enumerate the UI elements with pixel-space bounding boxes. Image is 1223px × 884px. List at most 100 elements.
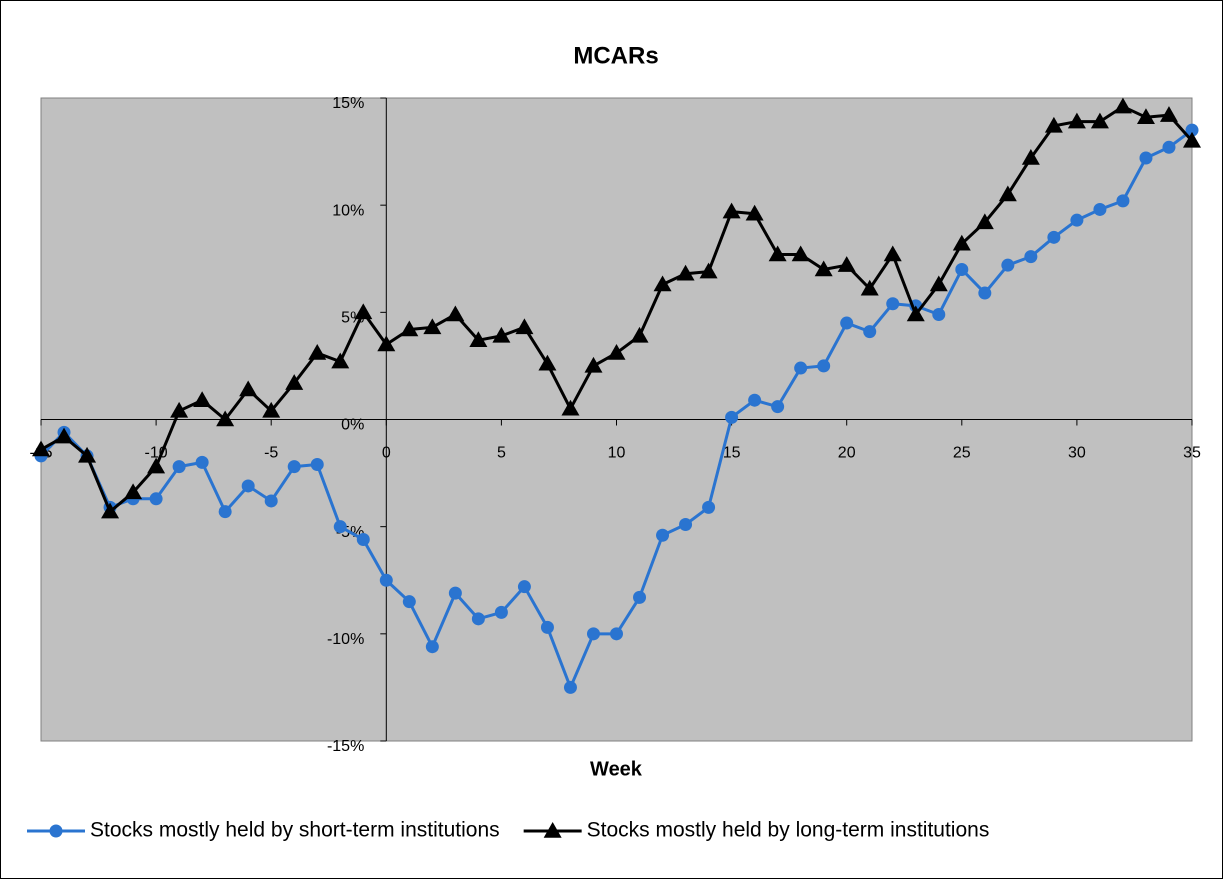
legend-item: Stocks mostly held by short-term institu… — [27, 819, 500, 842]
circle-marker — [817, 359, 831, 373]
triangle-marker — [1183, 131, 1201, 148]
circle-marker — [586, 627, 600, 641]
triangle-marker — [170, 401, 189, 418]
triangle-marker — [1159, 106, 1178, 122]
circle-marker — [955, 262, 969, 276]
circle-marker — [425, 640, 439, 654]
triangle-marker — [423, 318, 442, 335]
circle-marker — [517, 580, 531, 594]
triangle-marker — [101, 502, 120, 519]
triangle-marker — [147, 457, 166, 474]
circle-marker — [333, 520, 347, 534]
triangle-marker — [722, 202, 741, 219]
triangle-marker — [1090, 112, 1109, 129]
circle-marker — [725, 410, 739, 424]
y-tick-label: -10% — [327, 631, 364, 648]
triangle-marker — [607, 344, 626, 360]
x-tick-label: 25 — [953, 445, 971, 462]
triangle-marker — [354, 303, 373, 320]
triangle-marker — [837, 256, 856, 272]
triangle-marker — [975, 213, 994, 230]
triangle-marker — [814, 260, 833, 277]
triangle-marker — [883, 245, 902, 262]
y-tick-label: 10% — [332, 202, 364, 219]
triangle-marker — [377, 335, 396, 352]
triangle-marker — [998, 185, 1017, 202]
triangle-marker — [952, 234, 971, 251]
circle-marker — [1139, 151, 1153, 165]
triangle-marker — [262, 401, 281, 418]
circle-marker — [356, 533, 370, 547]
triangle-marker — [331, 352, 350, 369]
circle-marker — [49, 824, 63, 838]
triangle-marker — [1044, 116, 1063, 133]
circle-marker — [241, 479, 255, 493]
triangle-marker — [768, 245, 787, 262]
legend-label: Stocks mostly held by long-term institut… — [587, 819, 990, 842]
x-tick-label: 0 — [382, 445, 391, 462]
triangle-marker — [745, 204, 764, 221]
circle-marker — [1116, 194, 1130, 208]
y-tick-label: 15% — [332, 95, 364, 112]
triangle-marker — [860, 279, 879, 296]
circle-marker — [1024, 250, 1038, 264]
circle-marker — [1093, 202, 1107, 216]
x-tick-label: 30 — [1068, 445, 1086, 462]
x-axis-label: Week — [590, 758, 643, 780]
x-tick-label: -5 — [264, 445, 278, 462]
y-tick-label: -15% — [327, 738, 364, 755]
triangle-marker — [78, 446, 97, 463]
chart-title: MCARs — [573, 42, 658, 69]
circle-marker — [563, 680, 577, 694]
x-tick-label: 15 — [723, 445, 741, 462]
triangle-marker — [653, 275, 672, 292]
legend-label: Stocks mostly held by short-term institu… — [90, 819, 500, 842]
circle-marker — [172, 460, 186, 474]
triangle-marker — [1136, 108, 1155, 125]
circle-marker — [1001, 258, 1015, 272]
circle-marker — [840, 316, 854, 330]
circle-marker — [748, 393, 762, 407]
circle-marker — [886, 297, 900, 311]
triangle-marker — [543, 822, 562, 838]
x-tick-label: 20 — [838, 445, 856, 462]
circle-marker — [1162, 140, 1176, 154]
triangle-marker — [561, 399, 580, 416]
triangle-marker — [446, 305, 465, 322]
triangle-marker — [492, 326, 511, 343]
triangle-marker — [929, 275, 948, 292]
circle-marker — [679, 518, 693, 532]
triangle-marker — [1113, 97, 1132, 114]
triangle-marker — [538, 354, 557, 371]
triangle-marker — [193, 391, 212, 407]
triangle-marker — [584, 356, 603, 373]
circle-marker — [149, 492, 163, 506]
triangle-marker — [469, 331, 488, 347]
triangle-marker — [676, 264, 695, 281]
circle-marker — [794, 361, 808, 375]
circle-marker — [771, 400, 785, 414]
y-tick-label: 0% — [341, 417, 364, 434]
circle-marker — [287, 460, 301, 474]
triangle-marker — [308, 344, 327, 360]
circle-marker — [310, 458, 324, 472]
triangle-marker — [216, 410, 235, 427]
x-tick-label: 5 — [497, 445, 506, 462]
x-tick-label: 35 — [1183, 445, 1201, 462]
circle-marker — [218, 505, 232, 519]
triangle-marker — [1067, 112, 1086, 129]
triangle-marker — [400, 320, 419, 337]
triangle-marker — [32, 440, 50, 457]
triangle-marker — [124, 483, 143, 500]
triangle-marker — [1021, 149, 1040, 165]
circle-marker — [471, 612, 485, 626]
circle-marker — [402, 595, 416, 609]
legend-item: Stocks mostly held by long-term institut… — [523, 819, 990, 842]
triangle-marker — [515, 318, 534, 335]
circle-marker — [978, 286, 992, 300]
circle-marker — [1185, 123, 1199, 137]
triangle-marker — [630, 326, 649, 343]
circle-marker — [610, 627, 623, 641]
